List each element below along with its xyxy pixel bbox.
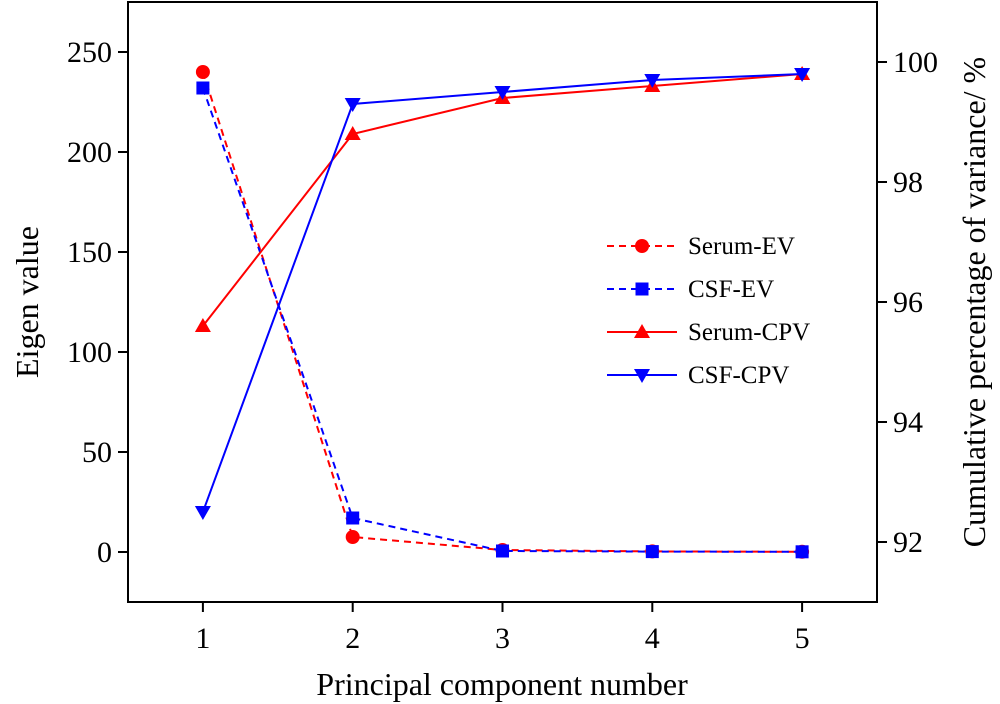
x-tick-label: 1 [195, 622, 210, 655]
csf-ev-line [201, 87, 803, 553]
csf-cpv-point [194, 506, 211, 520]
y-tick-label: 100 [67, 336, 112, 369]
csf-cpv-point [344, 98, 361, 112]
legend-label: Serum-CPV [688, 319, 810, 346]
legend-item-serum-cpv: Serum-CPV [607, 319, 810, 346]
legend-item-serum-ev: Serum-EV [607, 233, 795, 260]
y-tick-label: 0 [97, 536, 112, 569]
series-csf-cpv [194, 68, 811, 520]
y-tick-label: 150 [67, 236, 112, 269]
y2-tick-label: 96 [893, 286, 923, 319]
legend-marker [634, 369, 650, 383]
serum-ev-line [201, 71, 803, 553]
csf-cpv-point [794, 68, 811, 82]
y2-axis-title: Cumulative percentage of variance/ % [956, 57, 992, 547]
legend-label: CSF-CPV [688, 362, 789, 389]
y2-tick-label: 98 [893, 166, 923, 199]
serum-ev-point [345, 530, 360, 544]
csf-ev-point [645, 545, 659, 559]
legend-marker [634, 324, 650, 338]
serum-cpv-point [194, 318, 211, 332]
series-csf-ev [196, 81, 809, 559]
csf-ev-point [196, 81, 210, 95]
x-tick-label: 3 [495, 622, 510, 655]
y-tick-label: 200 [67, 136, 112, 169]
series-serum-ev [195, 65, 810, 559]
y2-tick-label: 100 [893, 46, 938, 79]
csf-cpv-point [494, 86, 511, 100]
x-tick-label: 2 [345, 622, 360, 655]
csf-ev-point [795, 545, 809, 559]
y2-tick-label: 92 [893, 526, 923, 559]
csf-cpv-point [644, 74, 661, 88]
csf-ev-point [346, 511, 360, 525]
legend-marker [635, 282, 649, 296]
y-tick-label: 50 [82, 436, 112, 469]
x-tick-label: 5 [795, 622, 810, 655]
y-tick-label: 250 [67, 36, 112, 69]
x-tick-label: 4 [645, 622, 660, 655]
legend-item-csf-ev: CSF-EV [607, 276, 774, 303]
series-layer [194, 65, 811, 559]
x-axis: 1 2 3 4 5 [195, 602, 810, 655]
serum-ev-point [195, 65, 210, 79]
legend-marker [635, 239, 649, 253]
legend-item-csf-cpv: CSF-CPV [607, 362, 789, 389]
y-axis-left: 0 50 100 150 200 250 [67, 36, 128, 569]
serum-cpv-point [344, 126, 361, 140]
legend-label: CSF-EV [688, 276, 774, 303]
y2-tick-label: 94 [893, 406, 923, 439]
legend: Serum-EV CSF-EV Serum-CPV CSF-CPV [607, 233, 810, 389]
x-axis-title: Principal component number [316, 666, 688, 702]
legend-label: Serum-EV [688, 233, 795, 260]
y-axis-title: Eigen value [9, 226, 45, 378]
y-axis-right: 92 94 96 98 100 [877, 46, 938, 559]
csf-ev-point [496, 544, 509, 558]
